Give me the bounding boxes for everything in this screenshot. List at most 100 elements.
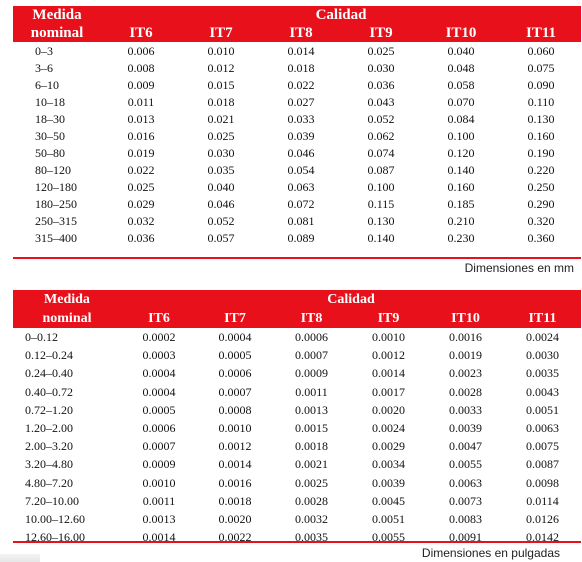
table-body: 0–3 0.006 0.010 0.014 0.025 0.040 0.060 3–6 0.00… <box>13 42 581 246</box>
tolerance-cell: 0.0004 <box>142 366 176 381</box>
tolerance-cell: 0.0016 <box>218 475 252 490</box>
tolerance-cell: 0.014 <box>287 43 315 58</box>
table-row: 50–80 0.019 0.030 0.046 0.074 0.120 0.190 <box>13 144 581 161</box>
tolerance-cell: 0.0017 <box>372 384 405 399</box>
tolerance-cell: 0.0091 <box>449 530 482 545</box>
tolerance-cell: 0.0035 <box>526 366 559 381</box>
table-row: 3–6 0.008 0.012 0.018 0.030 0.048 0.075 <box>13 59 581 76</box>
table-divider <box>13 257 581 259</box>
tolerance-cell: 0.070 <box>447 94 475 109</box>
nominal-size-cell: 0–3 <box>35 43 53 58</box>
tolerance-cell: 0.115 <box>367 196 395 211</box>
table-row: 0–3 0.006 0.010 0.014 0.025 0.040 0.060 <box>13 42 581 59</box>
tolerance-cell: 0.0034 <box>372 457 405 472</box>
tolerance-cell: 0.039 <box>287 128 315 143</box>
tolerance-cell: 0.0006 <box>295 330 328 345</box>
table-row: 0.12–0.24 0.0003 0.0005 0.0007 0.0012 0.0019 0… <box>13 346 581 364</box>
tolerance-cell: 0.0043 <box>526 384 559 399</box>
tolerance-cell: 0.0004 <box>218 330 252 345</box>
tolerance-cell: 0.0003 <box>142 348 176 363</box>
table-body: 0–0.12 0.0002 0.0004 0.0006 0.0010 0.0016 0.00… <box>13 328 581 546</box>
corner-shadow <box>0 554 40 562</box>
tolerance-cell: 0.029 <box>127 196 155 211</box>
nominal-size-cell: 0.24–0.40 <box>25 366 73 381</box>
tolerance-cell: 0.052 <box>367 111 395 126</box>
tolerance-cell: 0.140 <box>367 230 395 245</box>
tolerance-cell: 0.040 <box>447 43 475 58</box>
tolerance-cell: 0.0022 <box>218 530 252 545</box>
table-row: 6–10 0.009 0.015 0.022 0.036 0.058 0.090 <box>13 76 581 93</box>
nominal-size-cell: 0.40–0.72 <box>25 384 73 399</box>
header-grade: IT7 <box>197 309 273 328</box>
table-row: 18–30 0.013 0.021 0.033 0.052 0.084 0.130 <box>13 110 581 127</box>
tolerance-cell: 0.0011 <box>142 493 176 508</box>
tolerance-cell: 0.250 <box>527 179 555 194</box>
tolerance-cell: 0.030 <box>367 60 395 75</box>
tolerance-cell: 0.025 <box>127 179 155 194</box>
nominal-size-cell: 3.20–4.80 <box>25 457 73 472</box>
tolerance-cell: 0.0033 <box>449 402 482 417</box>
tolerance-cell: 0.043 <box>367 94 395 109</box>
table-row: 180–250 0.029 0.046 0.072 0.115 0.185 0.290 <box>13 195 581 212</box>
tolerance-cell: 0.018 <box>207 94 235 109</box>
tolerance-cell: 0.089 <box>287 230 315 245</box>
table-row: 80–120 0.022 0.035 0.054 0.087 0.140 0.220 <box>13 161 581 178</box>
tolerance-cell: 0.0010 <box>372 330 405 345</box>
tolerance-cell: 0.160 <box>527 128 555 143</box>
tolerance-cell: 0.0005 <box>218 348 252 363</box>
table-row: 0–0.12 0.0002 0.0004 0.0006 0.0010 0.0016 0.00… <box>13 328 581 346</box>
tolerance-cell: 0.120 <box>447 145 475 160</box>
nominal-size-cell: 6–10 <box>35 77 59 92</box>
header-nominal: nominal <box>13 24 101 42</box>
table-row: 3.20–4.80 0.0009 0.0014 0.0021 0.0034 0.0055 0… <box>13 455 581 473</box>
tolerance-cell: 0.100 <box>447 128 475 143</box>
table-row: 0.72–1.20 0.0005 0.0008 0.0013 0.0020 0.0033 0… <box>13 401 581 419</box>
tolerance-cell: 0.0035 <box>295 530 328 545</box>
tolerance-cell: 0.0014 <box>372 366 405 381</box>
nominal-size-cell: 180–250 <box>35 196 77 211</box>
tolerance-cell: 0.021 <box>207 111 235 126</box>
tolerance-cell: 0.019 <box>127 145 155 160</box>
tolerance-cell: 0.025 <box>367 43 395 58</box>
header-calidad: Calidad <box>101 6 581 24</box>
tolerance-cell: 0.0019 <box>449 348 482 363</box>
tolerance-cell: 0.0010 <box>142 475 176 490</box>
table-row: 12.60–16.00 0.0014 0.0022 0.0035 0.0055 0.009… <box>13 528 581 546</box>
tolerance-cell: 0.084 <box>447 111 475 126</box>
tolerance-cell: 0.011 <box>127 94 155 109</box>
tolerance-cell: 0.0021 <box>295 457 328 472</box>
nominal-size-cell: 0–0.12 <box>25 330 58 345</box>
tolerance-cell: 0.018 <box>287 60 315 75</box>
tolerance-cell: 0.0055 <box>372 530 405 545</box>
table-row: 120–180 0.025 0.040 0.063 0.100 0.160 0.250 <box>13 178 581 195</box>
tolerance-cell: 0.0087 <box>526 457 559 472</box>
tolerance-cell: 0.033 <box>287 111 315 126</box>
tolerance-cell: 0.0047 <box>449 439 482 454</box>
nominal-size-cell: 2.00–3.20 <box>25 439 73 454</box>
tolerance-cell: 0.0083 <box>449 511 482 526</box>
tolerance-cell: 0.090 <box>527 77 555 92</box>
tolerance-cell: 0.0023 <box>449 366 482 381</box>
header-nominal: nominal <box>13 309 121 328</box>
tolerance-cell: 0.006 <box>127 43 155 58</box>
tolerance-cell: 0.0039 <box>449 421 482 436</box>
header-grade: IT8 <box>261 24 341 42</box>
tolerance-cell: 0.0051 <box>526 402 559 417</box>
tolerance-cell: 0.230 <box>447 230 475 245</box>
tolerance-cell: 0.0010 <box>218 421 252 436</box>
tolerance-cell: 0.0016 <box>449 330 482 345</box>
tolerance-cell: 0.130 <box>527 111 555 126</box>
units-caption: Dimensiones en pulgadas <box>421 546 560 560</box>
nominal-size-cell: 315–400 <box>35 230 77 245</box>
tolerance-cell: 0.0015 <box>295 421 328 436</box>
tolerance-cell: 0.048 <box>447 60 475 75</box>
tolerance-table-mm: Medida Calidad nominal IT6 IT7 IT8 IT9 I… <box>13 6 581 246</box>
tolerance-cell: 0.130 <box>367 213 395 228</box>
table-divider <box>13 541 581 543</box>
tolerance-cell: 0.0032 <box>295 511 328 526</box>
tolerance-cell: 0.022 <box>127 162 155 177</box>
tolerance-cell: 0.087 <box>367 162 395 177</box>
table-row: 10–18 0.011 0.018 0.027 0.043 0.070 0.110 <box>13 93 581 110</box>
tolerance-cell: 0.054 <box>287 162 315 177</box>
tolerance-cell: 0.0098 <box>526 475 559 490</box>
